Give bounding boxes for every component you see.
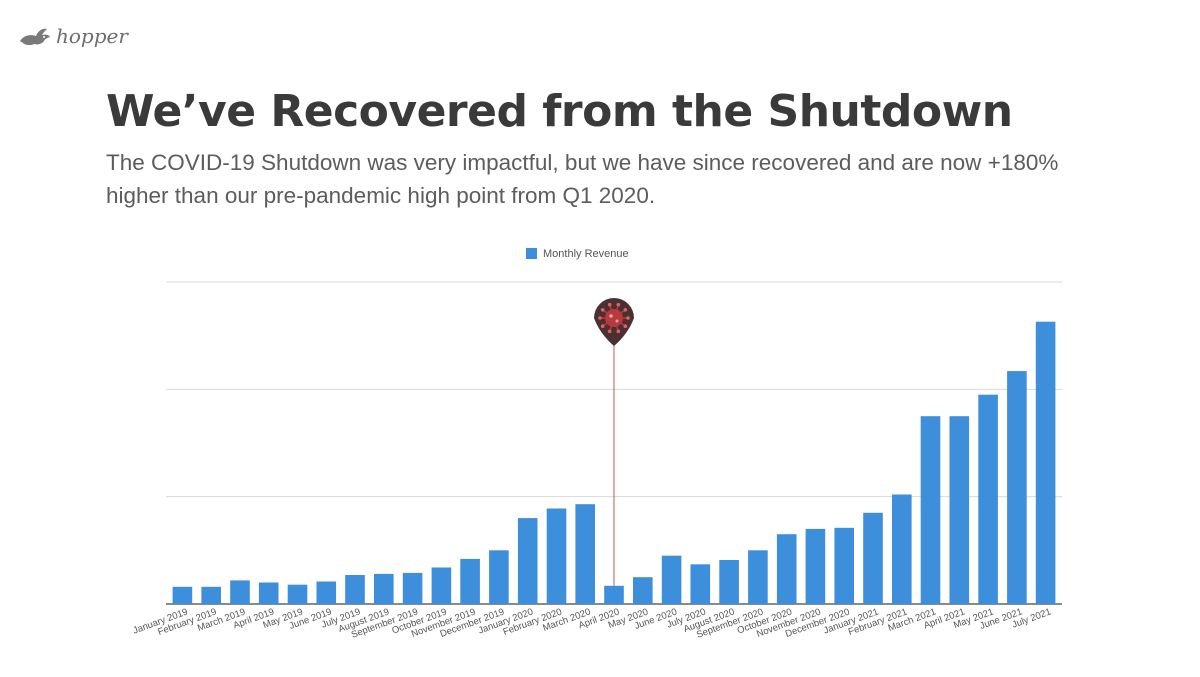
- bar: [546, 508, 567, 604]
- bar: [460, 558, 480, 604]
- bar: [1035, 321, 1056, 604]
- bar: [776, 534, 797, 604]
- bar: [978, 394, 998, 604]
- bar: [316, 581, 337, 604]
- legend: Monthly Revenue: [526, 248, 629, 260]
- bar: [892, 494, 912, 604]
- bunny-icon: [20, 28, 50, 46]
- virus-icon: [598, 302, 630, 334]
- page-subtitle: The COVID-19 Shutdown was very impactful…: [106, 150, 1059, 208]
- bar: [1007, 371, 1027, 604]
- bar: [172, 586, 193, 604]
- bar: [604, 585, 624, 604]
- legend-swatch: [526, 248, 537, 259]
- legend-label: Monthly Revenue: [543, 248, 629, 260]
- bar: [633, 577, 653, 604]
- covid-annotation: [594, 298, 634, 586]
- bar: [920, 416, 941, 604]
- bar: [287, 584, 308, 604]
- bar: [517, 518, 538, 604]
- bar: [258, 582, 279, 604]
- bar: [230, 580, 250, 604]
- bar: [949, 416, 970, 604]
- bar: [661, 555, 682, 604]
- bar: [805, 528, 826, 604]
- bar: [748, 550, 768, 604]
- logo-text: hopper: [56, 24, 128, 48]
- bar: [345, 575, 365, 604]
- bar: [489, 550, 509, 604]
- bar: [201, 586, 221, 604]
- bar: [834, 527, 854, 604]
- hopper-logo: hopper: [18, 24, 128, 48]
- bar: [575, 504, 595, 604]
- bar: [402, 572, 423, 604]
- bar: [374, 573, 394, 604]
- bars: [172, 321, 1056, 604]
- bar: [431, 567, 452, 604]
- bar: [863, 512, 883, 604]
- bar: [690, 564, 711, 604]
- bar: [719, 560, 739, 604]
- page-title: We’ve Recovered from the Shutdown: [106, 86, 1013, 137]
